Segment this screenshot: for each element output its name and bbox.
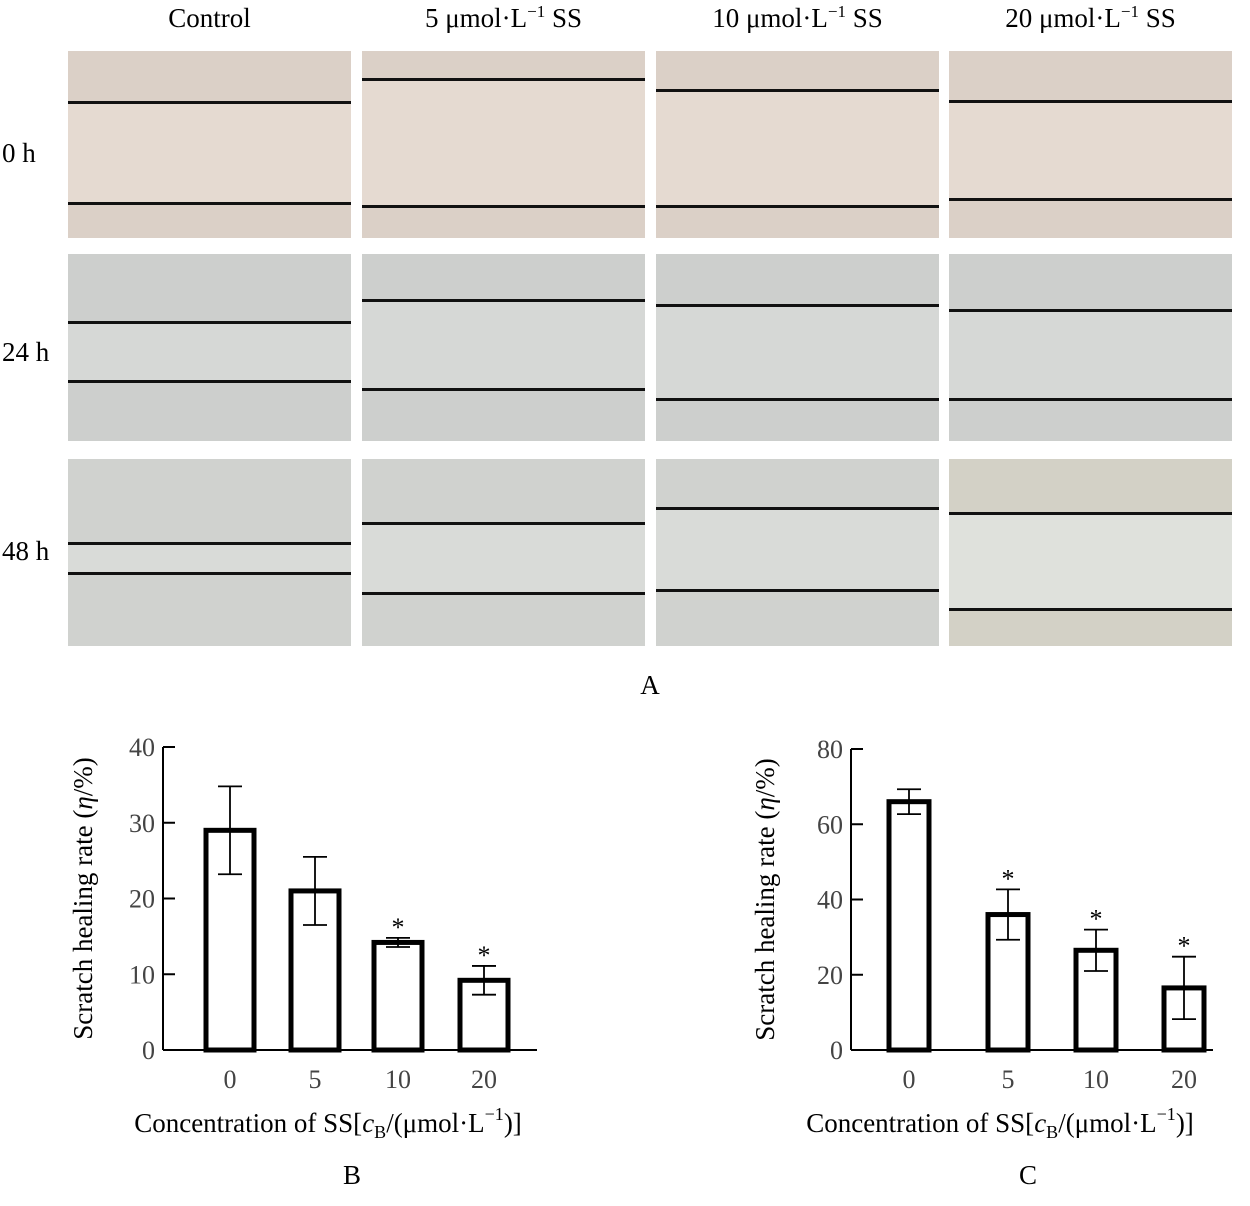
x-tick-label-0: 0 bbox=[903, 1065, 916, 1094]
significance-marker-20: * bbox=[1178, 932, 1191, 961]
y-tick-label-0: 0 bbox=[830, 1036, 843, 1065]
y-tick-label-4: 40 bbox=[129, 735, 155, 762]
x-tick-label-0: 0 bbox=[224, 1065, 237, 1094]
column-header-control: Control bbox=[168, 3, 251, 33]
bar-20 bbox=[457, 977, 511, 1053]
x-tick-label-20: 20 bbox=[1171, 1065, 1197, 1094]
micrograph-5umol-24h bbox=[362, 254, 645, 441]
micrograph-10umol-0h bbox=[656, 51, 939, 238]
micrograph-control-48h bbox=[68, 459, 351, 646]
y-tick-label-2: 20 bbox=[129, 885, 155, 914]
micrograph-control-24h bbox=[68, 254, 351, 441]
micrograph-10umol-48h bbox=[656, 459, 939, 646]
column-header-20-umol: 20 μmol·L−1 SS bbox=[1005, 2, 1176, 33]
micrograph-20umol-48h bbox=[949, 459, 1232, 646]
column-header-10-umol: 10 μmol·L−1 SS bbox=[712, 2, 883, 33]
y-tick-label-0: 0 bbox=[142, 1036, 155, 1065]
row-header-48h: 48 h bbox=[2, 536, 50, 566]
x-tick-label-5: 5 bbox=[1002, 1065, 1015, 1094]
row-header-0h: 0 h bbox=[2, 138, 36, 168]
significance-marker-20: * bbox=[478, 941, 491, 970]
x-tick-label-10: 10 bbox=[1083, 1065, 1109, 1094]
x-tick-label-20: 20 bbox=[471, 1065, 497, 1094]
x-axis-label: Concentration of SS[cB/(μmol·L−1)] bbox=[806, 1104, 1194, 1142]
panel-a-caption: A bbox=[640, 670, 660, 700]
y-tick-label-2: 40 bbox=[817, 886, 843, 915]
chart-c: 0 20 40 60 80 0 * 5 * 10 * 20 Scratch healing rate (… bbox=[750, 735, 1213, 1142]
y-tick-label-3: 60 bbox=[817, 810, 843, 839]
significance-marker-5: * bbox=[1002, 864, 1015, 893]
micrograph-20umol-24h bbox=[949, 254, 1232, 441]
bar-10 bbox=[371, 939, 425, 1053]
row-header-24h: 24 h bbox=[2, 337, 50, 367]
panel-c-caption: C bbox=[1018, 1160, 1037, 1190]
significance-marker-10: * bbox=[1090, 905, 1103, 934]
x-tick-label-5: 5 bbox=[309, 1065, 322, 1094]
x-tick-label-10: 10 bbox=[385, 1065, 411, 1094]
y-tick-label-4: 80 bbox=[817, 735, 843, 764]
x-axis-label: Concentration of SS[cB/(μmol·L−1)] bbox=[134, 1104, 522, 1142]
micrograph-5umol-0h bbox=[362, 51, 645, 238]
y-axis-label: Scratch healing rate (η/%) bbox=[68, 757, 98, 1040]
significance-marker-10: * bbox=[392, 913, 405, 942]
y-tick-label-3: 30 bbox=[129, 809, 155, 838]
y-tick-label-1: 20 bbox=[817, 961, 843, 990]
micrograph-control-0h bbox=[68, 51, 351, 238]
micrograph-5umol-48h bbox=[362, 459, 645, 646]
y-tick-label-1: 10 bbox=[129, 960, 155, 989]
column-header-5-umol: 5 μmol·L−1 SS bbox=[424, 2, 583, 33]
panel-b-caption: B bbox=[342, 1160, 361, 1190]
micrograph-10umol-24h bbox=[656, 254, 939, 441]
y-axis-label: Scratch healing rate (η/%) bbox=[750, 758, 780, 1041]
chart-b: 0 10 20 30 40 0 5 * 10 * 20 Scratch healing rate (η… bbox=[68, 735, 537, 1142]
bar-0 bbox=[886, 799, 932, 1053]
micrograph-20umol-0h bbox=[949, 51, 1232, 238]
